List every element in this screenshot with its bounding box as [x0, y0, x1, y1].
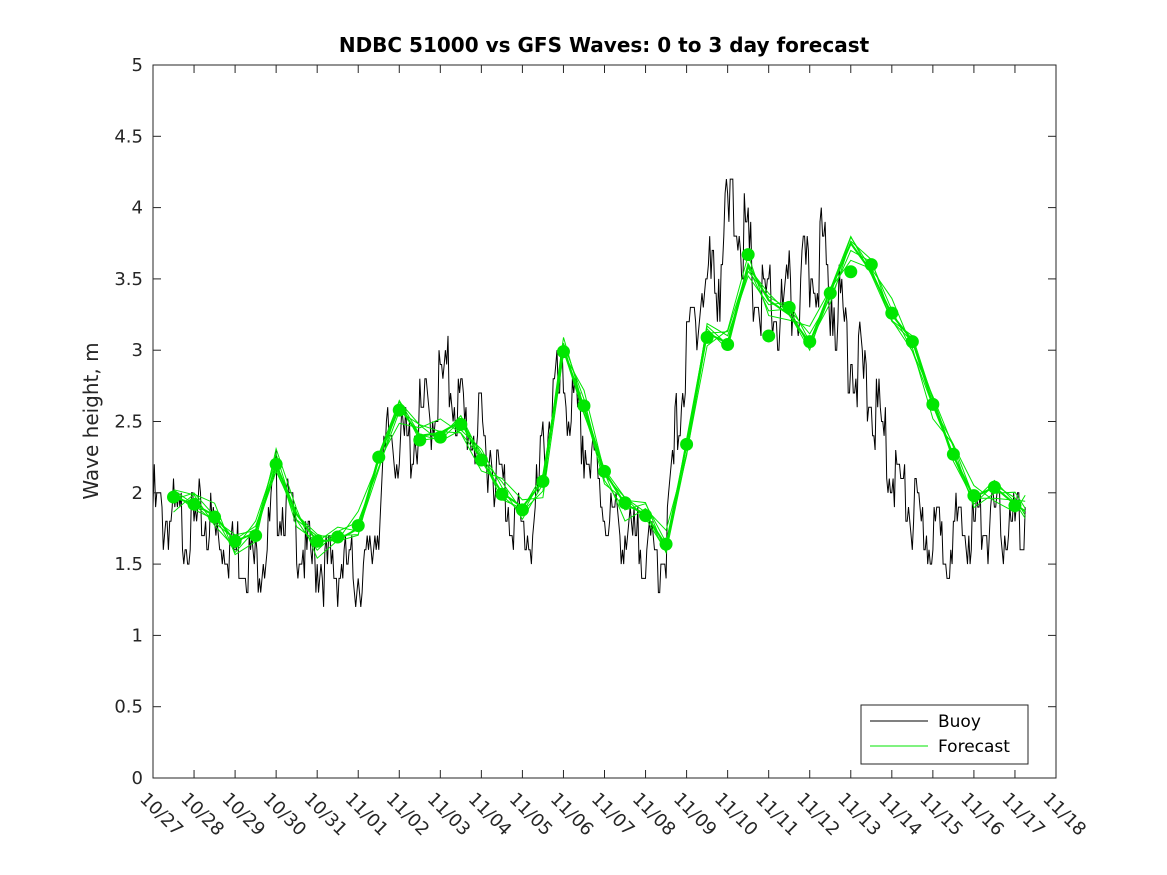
forecast-marker: [967, 489, 981, 503]
forecast-marker: [844, 265, 858, 279]
forecast-marker: [659, 537, 673, 551]
x-tick-label: 11/05: [505, 789, 557, 841]
forecast-marker: [577, 399, 591, 413]
plot-frame: [152, 64, 1057, 779]
x-tick-label: 11/12: [792, 789, 844, 841]
forecast-marker: [905, 335, 919, 349]
forecast-marker: [331, 530, 345, 544]
forecast-marker: [249, 529, 263, 543]
forecast-marker: [700, 330, 714, 344]
x-tick-label: 11/01: [341, 789, 393, 841]
forecast-marker: [885, 306, 899, 320]
forecast-line: [173, 235, 1026, 553]
x-tick-label: 11/13: [833, 789, 885, 841]
forecast-marker: [269, 457, 283, 471]
forecast-marker: [474, 453, 488, 467]
forecast-marker: [208, 510, 222, 524]
y-tick-label: 2.5: [114, 412, 143, 433]
forecast-marker: [946, 447, 960, 461]
forecast-marker: [1008, 499, 1022, 513]
x-tick-label: 11/10: [710, 789, 762, 841]
forecast-line: [173, 236, 1026, 555]
buoy-line: [152, 178, 1026, 607]
forecast-marker: [680, 437, 694, 451]
forecast-marker: [556, 345, 570, 359]
x-tick-label: 11/08: [628, 789, 680, 841]
x-tick-label: 11/11: [751, 789, 803, 841]
forecast-marker: [495, 487, 509, 501]
x-tick-label: 10/30: [259, 789, 311, 841]
forecast-marker: [351, 519, 365, 533]
x-tick-label: 11/17: [997, 789, 1049, 841]
x-tick-label: 11/02: [382, 789, 434, 841]
forecast-marker: [598, 464, 611, 478]
forecast-marker: [762, 329, 776, 343]
forecast-markers: [167, 248, 1022, 551]
buoy-series: [152, 178, 1026, 607]
x-tick-label: 11/07: [587, 789, 639, 841]
forecast-marker: [864, 258, 878, 272]
forecast-marker: [823, 286, 837, 300]
y-tick-label: 5: [132, 55, 143, 76]
forecast-marker: [803, 335, 817, 349]
forecast-line: [173, 249, 1026, 554]
forecast-marker: [987, 480, 1001, 494]
forecast-marker: [515, 503, 529, 517]
forecast-marker: [310, 534, 324, 548]
x-tick-label: 11/06: [546, 789, 598, 841]
forecast-marker: [372, 450, 386, 464]
forecast-marker: [392, 403, 406, 417]
x-tick-label: 10/29: [218, 789, 270, 841]
forecast-marker: [926, 397, 940, 411]
x-tick-label: 11/14: [874, 789, 926, 841]
legend-label-buoy: Buoy: [938, 712, 981, 732]
forecast-series: [173, 235, 1026, 560]
forecast-marker: [167, 490, 181, 504]
y-axis-label: Wave height, m: [79, 342, 103, 499]
y-tick-label: 4.5: [114, 126, 143, 147]
forecast-line: [173, 241, 1026, 549]
y-axis: 0 0.5 1 1.5 2 2.5 3 3.5 4 4.5 5: [114, 55, 1056, 789]
forecast-marker: [741, 248, 755, 262]
forecast-marker: [536, 474, 550, 488]
forecast-marker: [228, 534, 242, 548]
x-tick-label: 11/04: [464, 789, 516, 841]
y-tick-label: 0.5: [114, 697, 143, 718]
forecast-marker: [454, 417, 468, 431]
y-tick-label: 0: [132, 768, 143, 789]
forecast-marker: [618, 496, 632, 510]
legend-box: [860, 704, 1029, 765]
forecast-marker: [782, 300, 796, 314]
forecast-marker: [721, 337, 735, 351]
x-tick-label: 11/09: [669, 789, 721, 841]
x-tick-label: 11/03: [423, 789, 475, 841]
legend-label-forecast: Forecast: [938, 737, 1010, 757]
x-tick-label: 11/18: [1038, 789, 1090, 841]
forecast-marker: [433, 430, 447, 444]
forecast-line: [173, 253, 1026, 560]
x-tick-label: 11/15: [915, 789, 967, 841]
y-tick-label: 1.5: [114, 554, 143, 575]
y-tick-label: 4: [132, 198, 143, 219]
forecast-line: [173, 240, 1026, 555]
y-tick-label: 1: [132, 625, 143, 646]
forecast-marker: [639, 509, 653, 523]
x-tick-label: 10/28: [177, 789, 229, 841]
x-tick-label: 10/27: [135, 789, 187, 841]
forecast-marker: [413, 433, 427, 447]
y-tick-label: 3: [132, 340, 143, 361]
chart-title: NDBC 51000 vs GFS Waves: 0 to 3 day fore…: [339, 33, 870, 57]
x-tick-label: 10/31: [300, 789, 352, 841]
legend: Buoy Forecast: [860, 704, 1029, 765]
y-tick-label: 2: [132, 483, 143, 504]
forecast-marker: [187, 497, 201, 511]
y-tick-label: 3.5: [114, 269, 143, 290]
x-tick-label: 11/16: [956, 789, 1008, 841]
